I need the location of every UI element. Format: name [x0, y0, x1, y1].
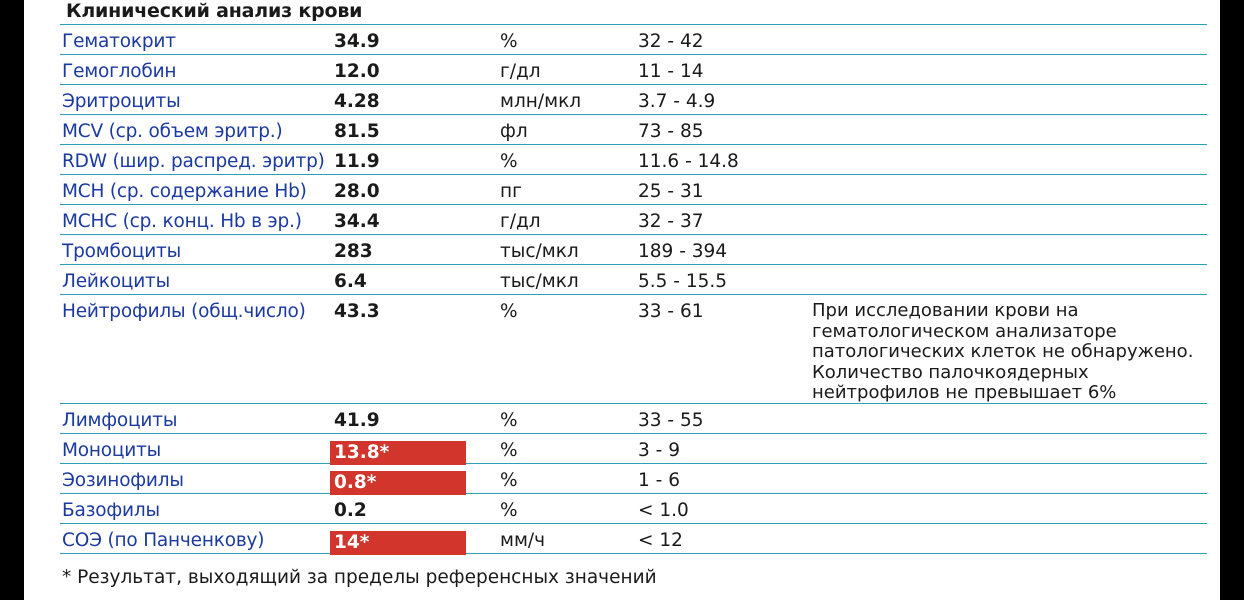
lab-report-sheet: Клинический анализ крови Гематокрит 34.9%… [24, 0, 1220, 600]
reference-range: < 1.0 [638, 500, 689, 521]
table-row: Гематокрит 34.9% 32 - 42 [24, 28, 1220, 58]
neutrophils-note: При исследовании крови на гематологическ… [812, 300, 1194, 403]
row-divider [60, 294, 1207, 295]
row-divider [60, 433, 1207, 434]
table-row: Тромбоциты 283 тыс/мкл 189 - 394 [24, 238, 1220, 268]
result-unit: % [500, 410, 518, 431]
result-value: 4.28 [334, 91, 380, 112]
result-unit: тыс/мкл [500, 271, 579, 292]
result-value: 43.3 [334, 301, 380, 322]
row-divider [60, 463, 1207, 464]
row-divider [60, 54, 1207, 55]
reference-range: 32 - 37 [638, 211, 704, 232]
result-unit: % [500, 151, 518, 172]
row-divider [60, 84, 1207, 85]
test-name: Эритроциты [62, 91, 181, 112]
reference-range: 32 - 42 [638, 31, 704, 52]
reference-range: 33 - 61 [638, 301, 704, 322]
result-value-flagged: 14* [330, 531, 466, 555]
row-divider [60, 114, 1207, 115]
test-name: Базофилы [62, 500, 160, 521]
result-unit: г/дл [500, 61, 541, 82]
table-row: Нейтрофилы (общ.число) 43.3% 33 - 61 [24, 298, 1220, 328]
result-unit: % [500, 301, 518, 322]
test-name: Эозинофилы [62, 470, 184, 491]
reference-range: < 12 [638, 530, 683, 551]
result-value-flagged: 0.8* [330, 471, 466, 495]
test-name: Лимфоциты [62, 410, 178, 431]
result-value-flagged: 13.8* [330, 441, 466, 465]
table-row: Гемоглобин 12.0 г/дл 11 - 14 [24, 58, 1220, 88]
test-name: MCHC (ср. конц. Hb в эр.) [62, 211, 302, 232]
test-name: Лейкоциты [62, 271, 171, 292]
row-divider [60, 403, 1207, 404]
table-row: Эритроциты 4.28 млн/мкл 3.7 - 4.9 [24, 88, 1220, 118]
row-divider [60, 24, 1207, 25]
result-value: 28.0 [334, 181, 380, 202]
test-name: Гематокрит [62, 31, 176, 52]
table-row: СОЭ (по Панченкову) 14* мм/ч < 12 [24, 527, 1220, 557]
row-divider [60, 493, 1207, 494]
result-unit: фл [500, 121, 528, 142]
result-unit: тыс/мкл [500, 241, 579, 262]
reference-range: 11.6 - 14.8 [638, 151, 739, 172]
table-row: Лейкоциты 6.4 тыс/мкл 5.5 - 15.5 [24, 268, 1220, 298]
reference-range: 5.5 - 15.5 [638, 271, 728, 292]
result-value: 34.4 [334, 211, 380, 232]
footnote: * Результат, выходящий за пределы рефере… [62, 567, 657, 588]
result-unit: % [500, 500, 518, 521]
reference-range: 189 - 394 [638, 241, 728, 262]
row-divider [60, 523, 1207, 524]
row-divider [60, 144, 1207, 145]
row-divider [60, 264, 1207, 265]
table-row: Базофилы 0.2% < 1.0 [24, 497, 1220, 527]
result-unit: % [500, 31, 518, 52]
reference-range: 73 - 85 [638, 121, 704, 142]
test-name: Моноциты [62, 440, 162, 461]
table-row: MCHC (ср. конц. Hb в эр.) 34.4 г/дл 32 - 37 [24, 208, 1220, 238]
test-name: RDW (шир. распред. эритр) [62, 151, 325, 172]
row-divider [60, 174, 1207, 175]
result-value: 81.5 [334, 121, 380, 142]
test-name: СОЭ (по Панченкову) [62, 530, 265, 551]
result-value: 6.4 [334, 271, 367, 292]
test-name: MCV (ср. объем эритр.) [62, 121, 283, 142]
reference-range: 33 - 55 [638, 410, 704, 431]
table-row: RDW (шир. распред. эритр) 11.9% 11.6 - 14.… [24, 148, 1220, 178]
result-value: 0.2 [334, 500, 367, 521]
result-unit: млн/мкл [500, 91, 582, 112]
result-unit: мм/ч [500, 530, 546, 551]
table-row: MCV (ср. объем эритр.) 81.5 фл 73 - 85 [24, 118, 1220, 148]
result-value: 41.9 [334, 410, 380, 431]
test-name: MCH (ср. содержание Hb) [62, 181, 307, 202]
reference-range: 11 - 14 [638, 61, 704, 82]
result-value: 11.9 [334, 151, 380, 172]
table-row: MCH (ср. содержание Hb) 28.0 пг 25 - 31 [24, 178, 1220, 208]
result-unit: % [500, 440, 518, 461]
result-value: 283 [334, 241, 373, 262]
result-value: 34.9 [334, 31, 380, 52]
test-name: Гемоглобин [62, 61, 177, 82]
row-divider [60, 204, 1207, 205]
reference-range: 25 - 31 [638, 181, 704, 202]
table-row: Моноциты 13.8*% 3 - 9 [24, 437, 1220, 467]
test-name: Нейтрофилы (общ.число) [62, 301, 306, 322]
report-title: Клинический анализ крови [66, 0, 363, 22]
result-unit: пг [500, 181, 522, 202]
table-row: Эозинофилы 0.8*% 1 - 6 [24, 467, 1220, 497]
reference-range: 1 - 6 [638, 470, 680, 491]
table-row: Лимфоциты 41.9% 33 - 55 [24, 407, 1220, 437]
result-unit: г/дл [500, 211, 541, 232]
result-value: 12.0 [334, 61, 380, 82]
result-unit: % [500, 470, 518, 491]
reference-range: 3.7 - 4.9 [638, 91, 716, 112]
test-name: Тромбоциты [62, 241, 182, 262]
reference-range: 3 - 9 [638, 440, 680, 461]
row-divider [60, 234, 1207, 235]
row-divider [60, 553, 1207, 554]
